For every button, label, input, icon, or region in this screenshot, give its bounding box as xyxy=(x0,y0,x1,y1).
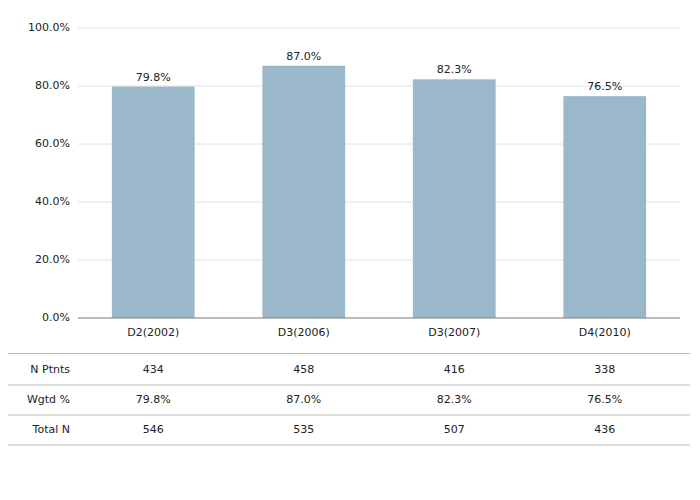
table-cell: 82.3% xyxy=(437,393,472,406)
y-axis: 0.0% 20.0% 40.0% 60.0% 80.0% 100.0% xyxy=(28,21,70,324)
data-label: 76.5% xyxy=(587,80,622,93)
y-tick-label: 60.0% xyxy=(35,137,70,150)
table-row-label: Total N xyxy=(32,423,70,436)
table-row-label: Wgtd % xyxy=(27,393,70,406)
bar xyxy=(413,79,496,318)
bar xyxy=(262,66,345,318)
table-cell: 79.8% xyxy=(136,393,171,406)
grid-line xyxy=(78,318,680,319)
x-tick-label: D2(2002) xyxy=(127,326,179,339)
y-grid xyxy=(78,28,680,318)
x-tick-label: D3(2007) xyxy=(428,326,480,339)
page: {"chart_data": { "type": "bar", "categor… xyxy=(0,0,700,500)
table-cell: 434 xyxy=(143,363,164,376)
table-separator xyxy=(8,353,690,354)
table-cell: 87.0% xyxy=(286,393,321,406)
table-cell: 338 xyxy=(594,363,615,376)
x-tick-label: D3(2006) xyxy=(278,326,330,339)
bar xyxy=(563,96,646,318)
bar xyxy=(112,87,195,318)
y-tick-label: 0.0% xyxy=(42,311,70,324)
chart-svg: 0.0% 20.0% 40.0% 60.0% 80.0% 100.0% 79.8% 87.0%… xyxy=(0,0,700,500)
table-separator xyxy=(8,385,690,386)
data-label: 87.0% xyxy=(286,50,321,63)
y-tick-label: 80.0% xyxy=(35,79,70,92)
y-tick-label: 20.0% xyxy=(35,253,70,266)
table-cell: 458 xyxy=(293,363,314,376)
y-tick-label: 100.0% xyxy=(28,21,70,34)
table-cell: 436 xyxy=(594,423,615,436)
y-tick-label: 40.0% xyxy=(35,195,70,208)
x-axis-line xyxy=(78,318,680,319)
table-cell: 546 xyxy=(143,423,164,436)
x-tick-label: D4(2010) xyxy=(579,326,631,339)
table-separator xyxy=(8,415,690,416)
table: N Ptnts 434 458 416 338 Wgtd % 79.8% 87.0% 82.3%… xyxy=(8,354,690,446)
table-separator xyxy=(8,445,690,446)
bars xyxy=(112,66,646,318)
chart-container: 0.0% 20.0% 40.0% 60.0% 80.0% 100.0% 79.8% 87.0%… xyxy=(0,0,700,500)
data-label: 79.8% xyxy=(136,71,171,84)
table-cell: 76.5% xyxy=(587,393,622,406)
data-labels: 79.8% 87.0% 82.3% 76.5% xyxy=(136,50,622,93)
data-label: 82.3% xyxy=(437,63,472,76)
table-cell: 507 xyxy=(444,423,465,436)
table-row-label: N Ptnts xyxy=(30,363,70,376)
table-cell: 416 xyxy=(444,363,465,376)
grid-line xyxy=(78,28,680,29)
table-cell: 535 xyxy=(293,423,314,436)
x-axis: D2(2002) D3(2006) D3(2007) D4(2010) xyxy=(127,326,631,339)
